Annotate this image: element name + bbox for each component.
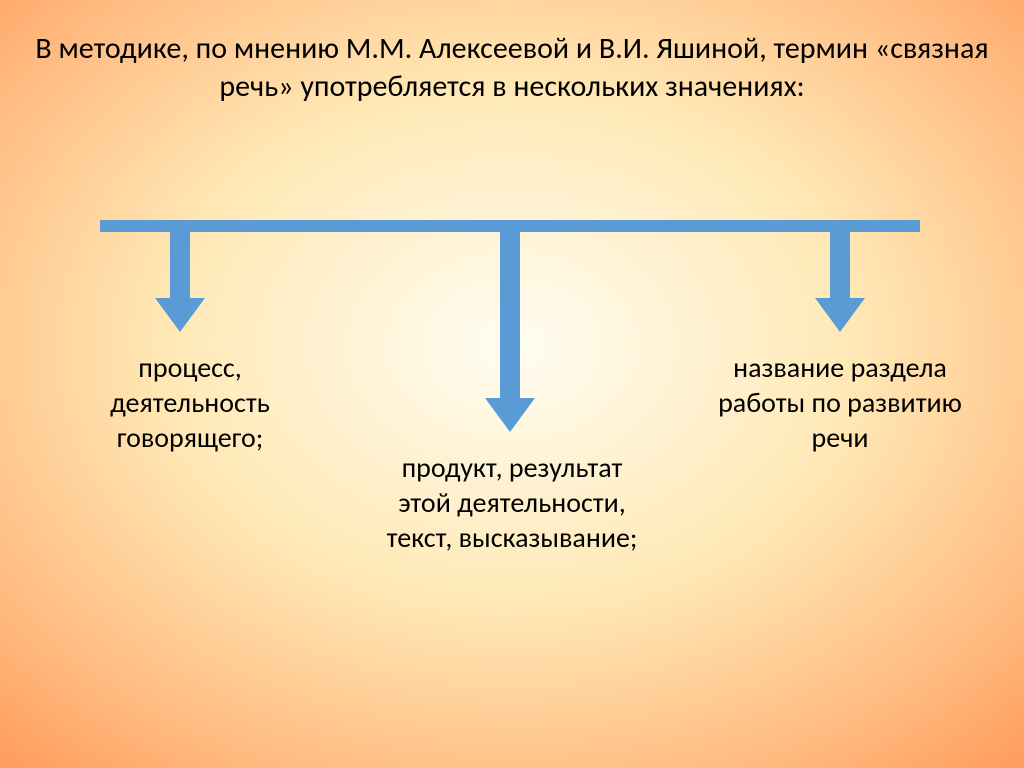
- slide-root: В методике, по мнению М.М. Алексеевой и …: [0, 0, 1024, 768]
- down-arrow-left: [155, 232, 205, 332]
- slide-title: В методике, по мнению М.М. Алексеевой и …: [0, 30, 1024, 105]
- branch-left: процесс, деятельность говорящего;: [60, 350, 320, 455]
- horizontal-bar: [100, 220, 920, 232]
- down-arrow-middle: [485, 232, 535, 432]
- branch-label-middle: продукт, результат этой деятельности, те…: [382, 450, 642, 555]
- branch-right: название раздела работы по развитию речи: [710, 350, 970, 455]
- branch-label-left: процесс, деятельность говорящего;: [60, 350, 320, 455]
- down-arrow-right: [815, 232, 865, 332]
- branch-label-right: название раздела работы по развитию речи: [710, 350, 970, 455]
- branch-middle: продукт, результат этой деятельности, те…: [382, 450, 642, 555]
- hbar-rect: [100, 220, 920, 232]
